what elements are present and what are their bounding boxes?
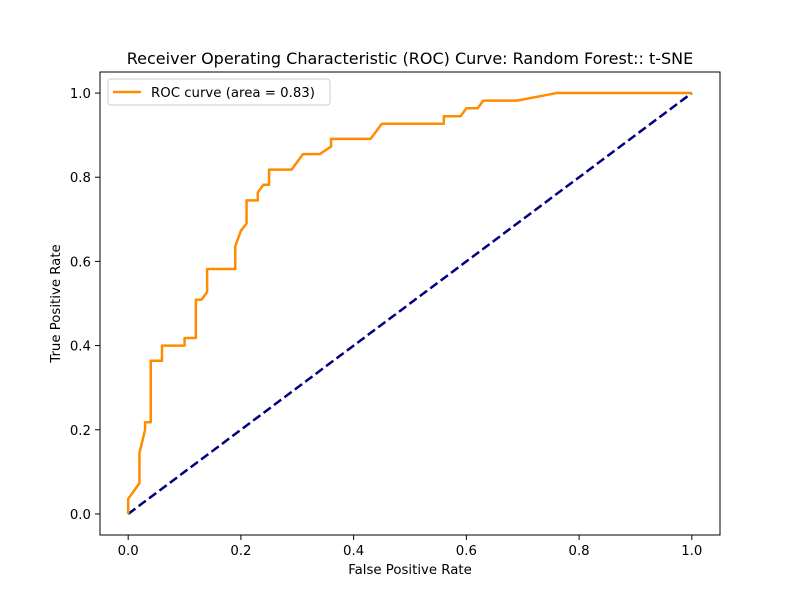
y-tick-label: 1.0 bbox=[70, 87, 91, 102]
legend-box bbox=[107, 78, 331, 106]
y-tick-label: 0.2 bbox=[70, 424, 91, 439]
y-axis-ticks: 0.0 0.2 0.4 0.6 0.8 1.0 bbox=[70, 87, 100, 523]
y-tick-label: 0.8 bbox=[70, 171, 91, 186]
roc-curve-line bbox=[126, 91, 692, 514]
chance-diagonal-line bbox=[127, 92, 693, 515]
y-tick-label: 0.0 bbox=[70, 508, 91, 523]
chart-title: Receiver Operating Characteristic (ROC) … bbox=[127, 49, 693, 68]
x-axis-label: False Positive Rate bbox=[348, 563, 472, 578]
x-tick-label: 0.2 bbox=[230, 544, 251, 559]
plot-area: 0.0 0.2 0.4 0.6 0.8 1.0 0.0 0.2 0.4 0.6 0.8 1.0 bbox=[70, 71, 721, 559]
x-tick-label: 0.4 bbox=[343, 544, 364, 559]
x-tick-label: 0.0 bbox=[118, 544, 139, 559]
y-axis-label: True Positive Rate bbox=[49, 244, 64, 363]
axes-frame bbox=[99, 71, 721, 536]
legend-label-roc: ROC curve (area = 0.83) bbox=[151, 86, 315, 101]
legend: ROC curve (area = 0.83) bbox=[107, 78, 331, 106]
x-tick-label: 1.0 bbox=[681, 544, 702, 559]
y-tick-label: 0.4 bbox=[70, 340, 91, 355]
x-axis-ticks: 0.0 0.2 0.4 0.6 0.8 1.0 bbox=[118, 535, 702, 559]
series-layer bbox=[126, 91, 693, 515]
y-tick-label: 0.6 bbox=[70, 255, 91, 270]
x-tick-label: 0.6 bbox=[456, 544, 477, 559]
x-tick-label: 0.8 bbox=[569, 544, 590, 559]
